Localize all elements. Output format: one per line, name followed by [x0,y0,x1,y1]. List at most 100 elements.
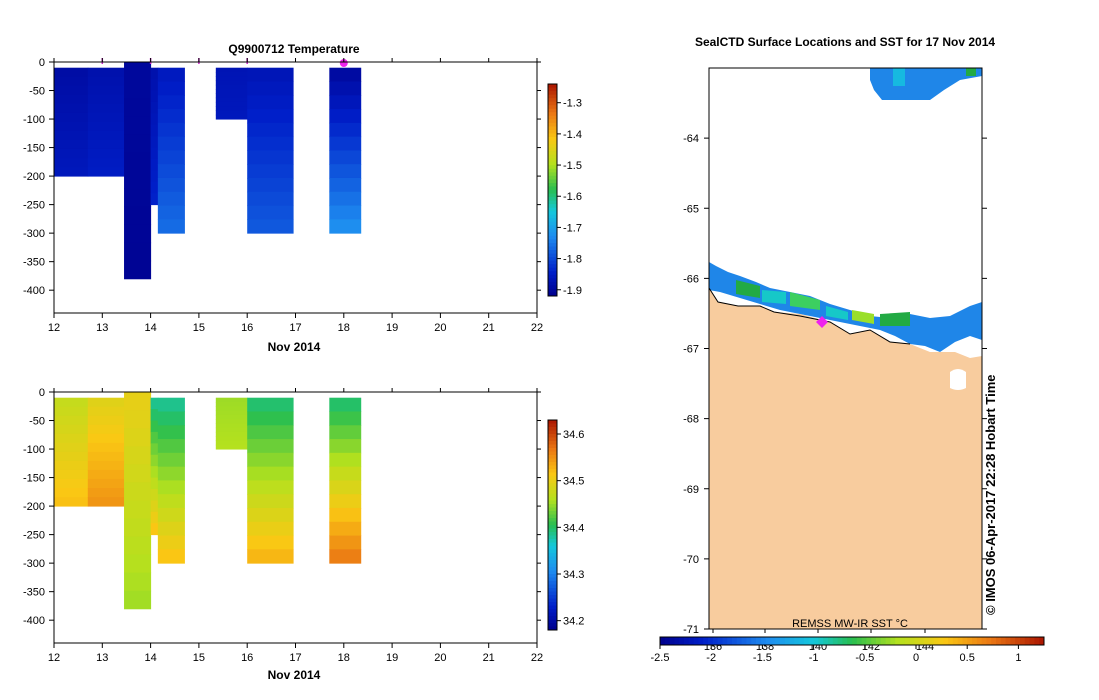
profile-cell [157,219,185,234]
colorbar-swatch [548,469,557,473]
profile-cell [215,423,248,429]
colorbar-swatch [548,462,557,466]
colorbar-swatch [548,563,557,568]
ice-shelf-white [950,369,966,390]
profile-cell [157,480,185,495]
x-tick-label: 19 [386,652,398,664]
sst-colorbar-swatch [871,637,877,645]
profile-cell [329,191,362,207]
colorbar-swatch [548,204,557,209]
x-tick-label: 12 [48,322,60,334]
colorbar-swatch [548,119,557,124]
colorbar-swatch [548,197,557,202]
colorbar-swatch [548,112,557,117]
colorbar-tick-label: 34.2 [563,616,584,628]
sst-colorbar-tick-label: 1 [1015,652,1021,664]
profile-cell [215,67,248,73]
profile-cell [150,113,159,126]
profile-cell [54,497,89,507]
colorbar-swatch [548,556,557,561]
profile-cell [247,439,294,454]
colorbar-swatch [548,133,557,138]
profile-cell [215,106,248,111]
colorbar-swatch [548,175,557,180]
profile-cell [150,101,159,114]
x-tick-label: 21 [483,322,495,334]
sst-colorbar-swatch [712,637,719,645]
colorbar-swatch [548,504,557,508]
colorbar-swatch [548,165,557,170]
map-title: SealCTD Surface Locations and SST for 17… [695,35,995,49]
salinity-y-ticks: 0 -50 -100 -150 -200 -250 -300 -350 -400 [23,387,541,627]
sst-colorbar-swatch [909,637,915,645]
y-tick-label: -400 [23,285,45,297]
colorbar-frame [547,83,558,297]
profile-cell [157,136,185,151]
colorbar-tick-label: -1.9 [563,285,582,297]
colorbar-tick-label: -1.3 [563,98,582,110]
profile-cell [124,116,152,135]
sst-colorbar-swatch [799,637,805,645]
colorbar-swatch [548,591,557,596]
colorbar-swatch [548,246,557,251]
profile-cell [215,80,248,86]
sst-colorbar-swatch [1015,637,1021,645]
profile-cell [54,103,89,114]
profile-cell [157,122,185,138]
sst-colorbar-swatch [818,637,824,645]
sst-colorbar-swatch [880,637,887,645]
colorbar-swatch [548,560,557,564]
sst-colorbar-swatch [832,637,839,645]
sst-colorbar-swatch [708,637,714,645]
profile-cell [87,85,125,96]
colorbar-tick-label: 34.5 [563,476,584,488]
sst-colorbar-swatch [981,637,987,645]
profile-cell [247,507,294,523]
sst-colorbar-tick-label: 0 [913,652,919,664]
sst-colorbar-swatch [919,637,925,645]
x-tick-label: 17 [289,652,301,664]
colorbar-tick-label: 34.3 [563,569,584,581]
x-tick-label: 13 [96,652,108,664]
profile-cell [124,224,152,244]
sst-coastal-green-1 [736,280,760,298]
profile-marker-current [339,59,348,67]
colorbar-swatch [548,264,557,269]
colorbar-swatch [548,598,557,603]
profile-cell [124,134,152,153]
sst-colorbar-swatch [972,637,978,645]
profile-cell [329,95,362,110]
x-tick-label: 22 [531,652,543,664]
colorbar-swatch [548,567,557,571]
colorbar-swatch [548,179,557,184]
sst-colorbar-swatch [775,637,781,645]
profile-cell [54,415,89,426]
profile-cell [150,158,159,171]
profile-cell [215,76,248,82]
profile-cell [124,500,152,519]
profile-cell [54,67,89,78]
sst-colorbar-swatch [948,637,954,645]
temperature-x-label: Nov 2014 [268,340,321,354]
colorbar-swatch [548,137,557,142]
profile-cell [150,136,159,149]
profile-cell [87,94,125,105]
sst-coastal-lime [852,310,874,324]
profile-cell [329,535,362,550]
profile-cell [54,460,89,471]
sst-colorbar-swatch [784,637,791,645]
y-tick-label: -100 [23,114,45,126]
colorbar-swatch [548,126,557,131]
profile-cell [215,414,248,420]
colorbar-frame [547,419,558,631]
colorbar-swatch [548,476,557,480]
profile-cell [157,150,185,165]
profile-cell [157,535,185,550]
sst-colorbar-swatch [674,637,680,645]
y-tick-label: -300 [23,228,45,240]
sst-colorbar-tick-label: -1 [809,652,819,664]
profile-cell [329,425,362,440]
profile-cell [329,549,362,564]
colorbar-swatch [548,437,557,442]
x-tick-label: 20 [434,322,446,334]
